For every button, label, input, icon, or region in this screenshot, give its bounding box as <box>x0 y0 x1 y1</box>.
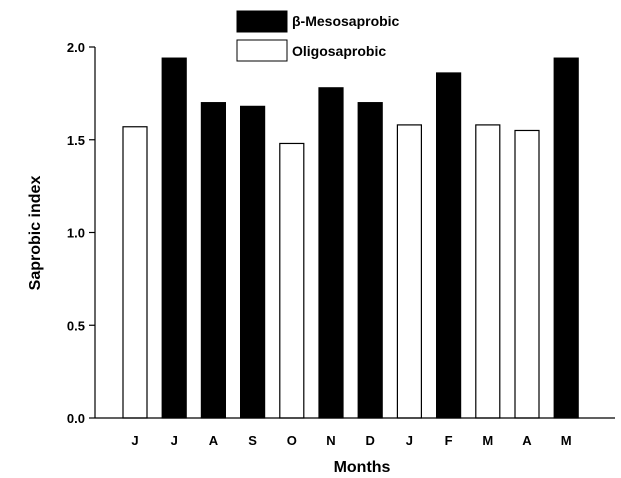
y-tick-label: 1.5 <box>67 133 85 148</box>
legend: β-Mesosaprobic Oligosaprobic <box>236 10 400 62</box>
y-axis-title: Saprobic index <box>27 176 44 291</box>
legend-label-meso: β-Mesosaprobic <box>292 13 400 29</box>
y-tick-label: 0.0 <box>67 411 85 426</box>
bar <box>161 57 187 419</box>
legend-swatch-meso <box>236 10 288 33</box>
bar <box>200 102 226 419</box>
bar <box>553 57 579 419</box>
bar <box>318 87 344 419</box>
bar <box>240 105 266 419</box>
bar <box>279 142 305 419</box>
x-tick-label: F <box>445 433 453 448</box>
bar <box>357 102 383 419</box>
x-axis-title: Months <box>334 459 391 476</box>
bar <box>122 126 148 419</box>
x-tick-label: N <box>326 433 335 448</box>
bar <box>396 124 422 419</box>
bar <box>436 72 462 419</box>
x-tick-label: J <box>131 433 138 448</box>
legend-swatch-oligo <box>236 39 288 62</box>
x-tick-label: M <box>482 433 493 448</box>
bar <box>475 124 501 419</box>
x-tick-label: A <box>209 433 219 448</box>
y-tick-label: 2.0 <box>67 40 85 55</box>
x-tick-label: O <box>287 433 297 448</box>
y-tick-label: 0.5 <box>67 318 85 333</box>
legend-label-oligo: Oligosaprobic <box>292 43 386 59</box>
x-tick-label: M <box>561 433 572 448</box>
bars <box>122 57 579 419</box>
y-axis-ticks: 0.0 0.5 1.0 1.5 2.0 <box>67 40 95 426</box>
x-tick-label: S <box>248 433 257 448</box>
bar <box>514 129 540 419</box>
y-tick-label: 1.0 <box>67 226 85 241</box>
x-tick-label: J <box>406 433 413 448</box>
x-tick-label: J <box>171 433 178 448</box>
x-tick-label: D <box>366 433 375 448</box>
x-tick-label: A <box>522 433 532 448</box>
